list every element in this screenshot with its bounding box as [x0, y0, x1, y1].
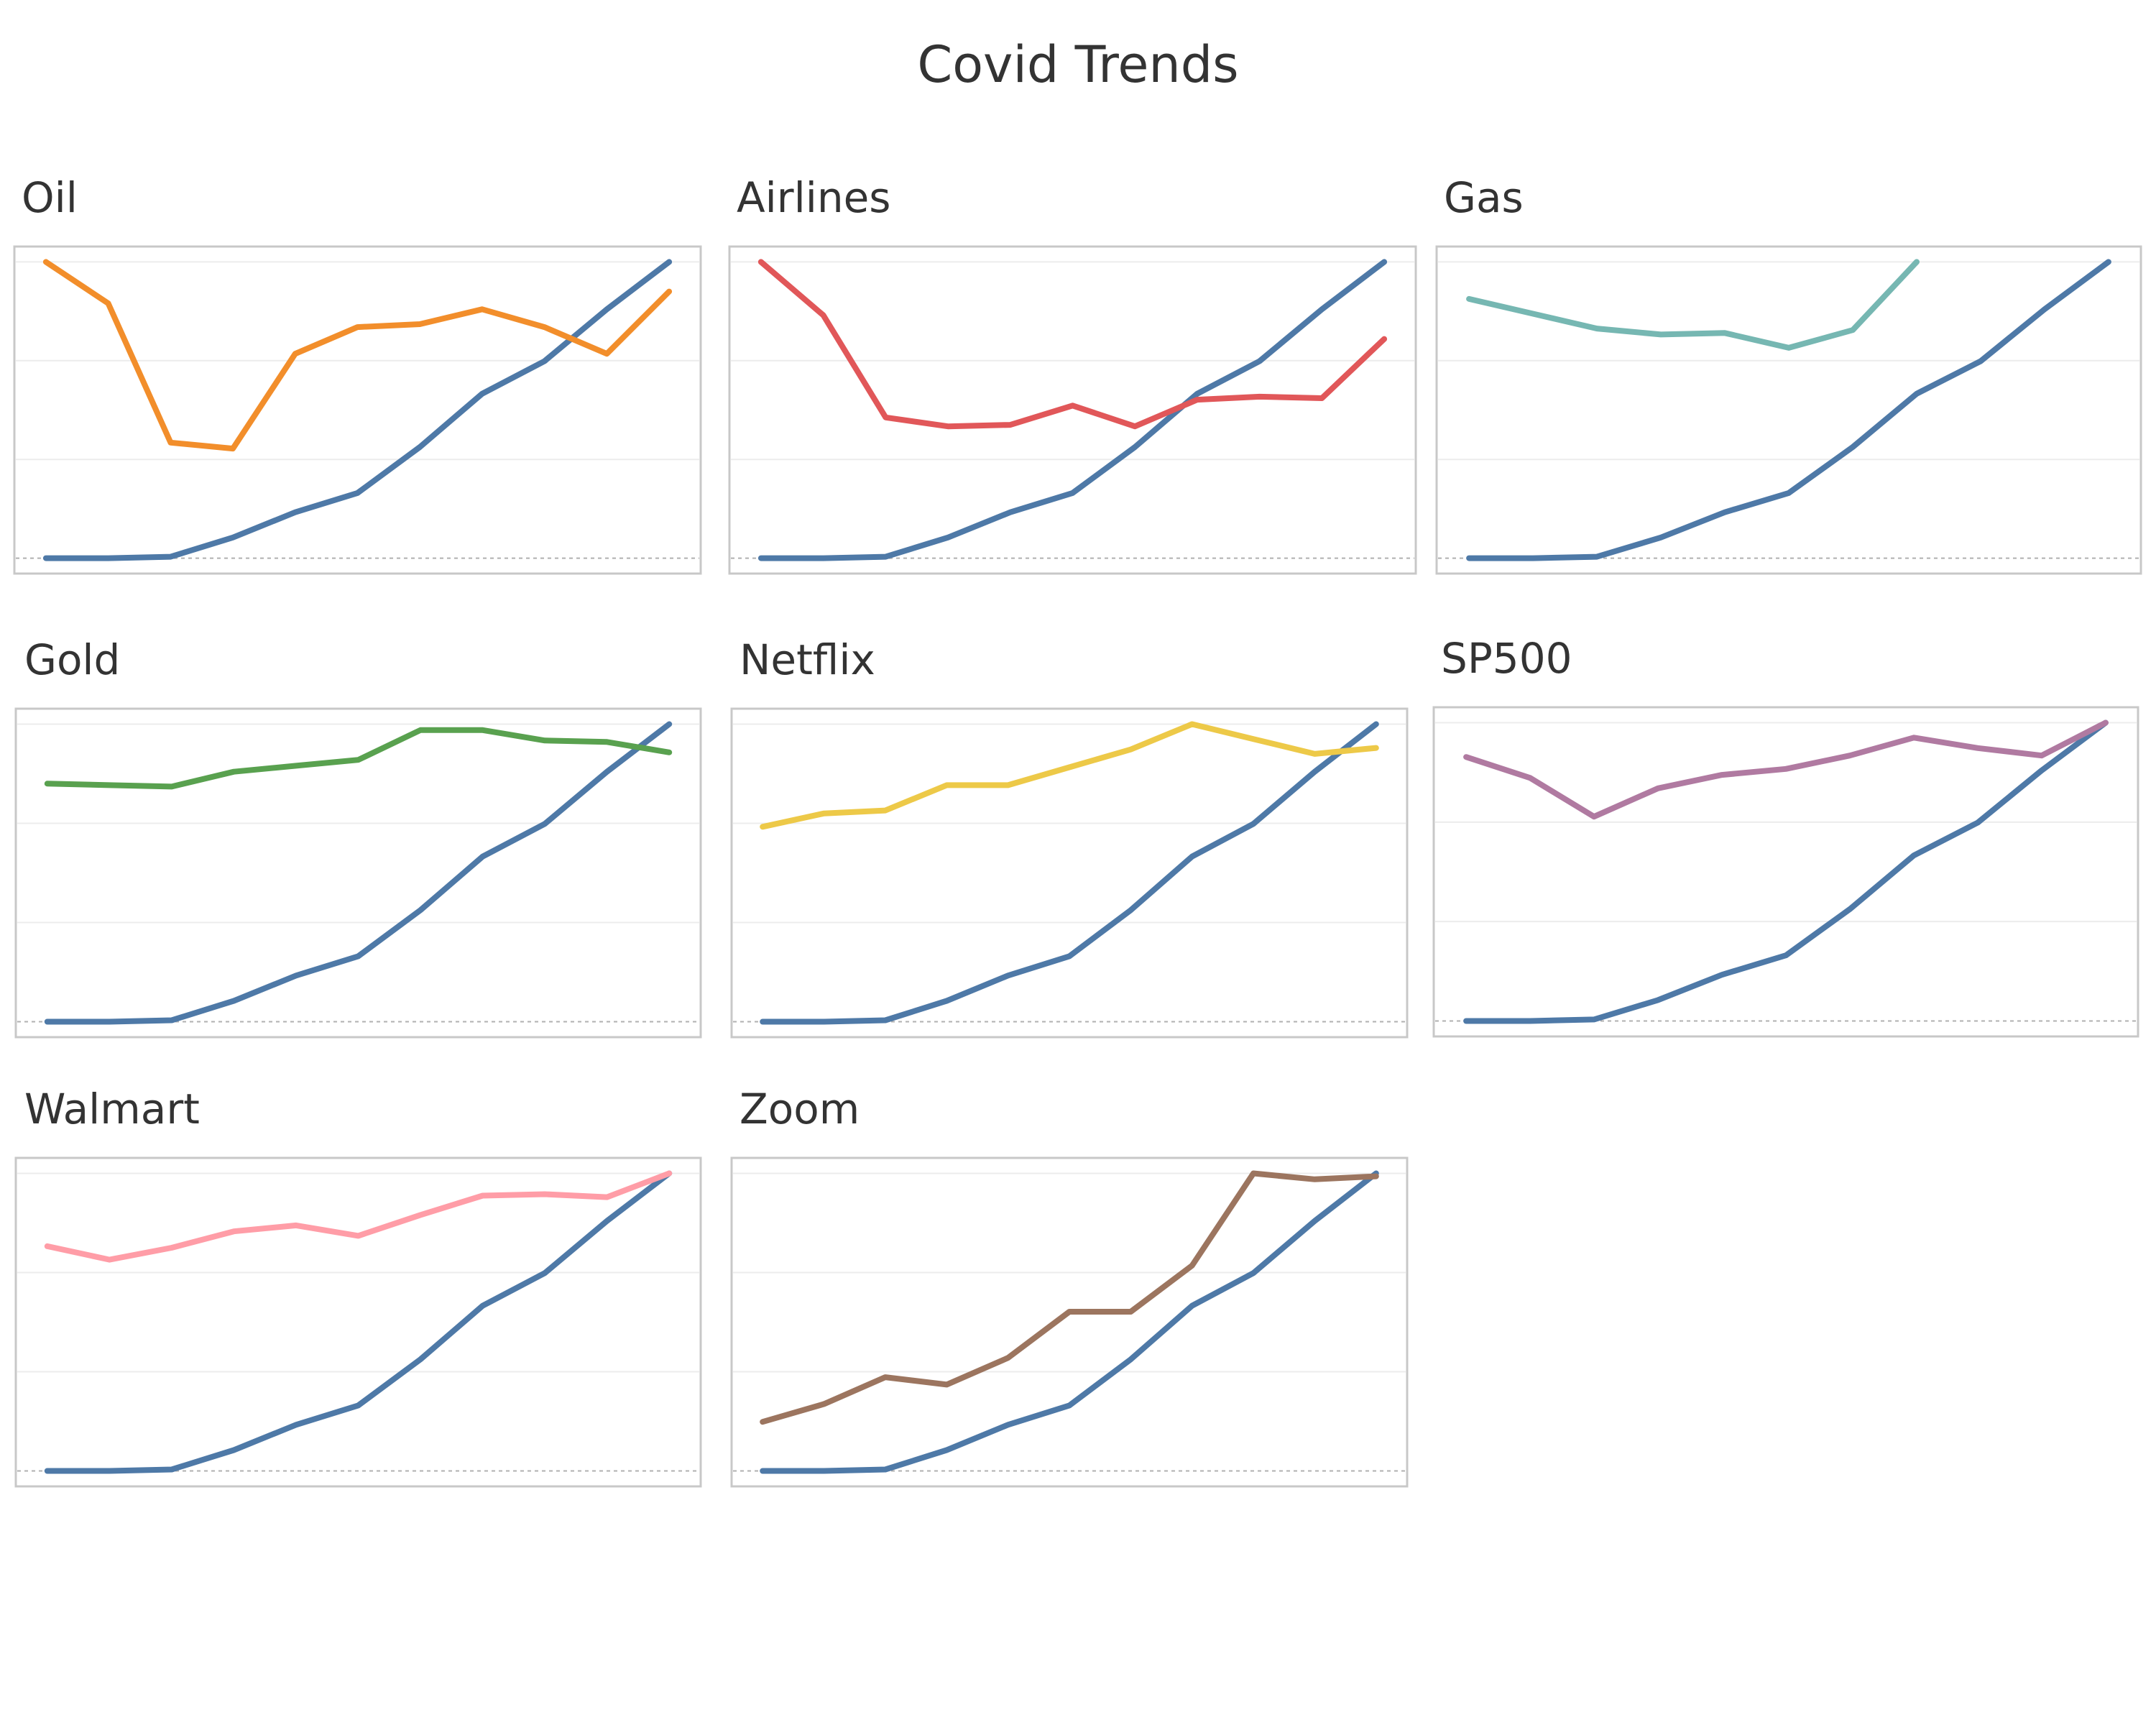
series-line-2 — [1466, 259, 1920, 351]
series-line-2 — [760, 721, 1379, 830]
chart-panel-sp500 — [1432, 706, 2139, 1038]
series-line-2 — [44, 727, 673, 790]
panel-title-gas: Gas — [1444, 173, 1524, 222]
series-line-1 — [760, 721, 1379, 1025]
series-line-2 — [760, 1170, 1379, 1425]
dashboard-title: Covid Trends — [917, 35, 1239, 94]
panel-title-oil: Oil — [22, 173, 78, 222]
panel-title-sp500: SP500 — [1441, 634, 1572, 683]
panel-title-walmart: Walmart — [24, 1085, 200, 1133]
series-line-1 — [44, 721, 673, 1025]
panel-title-airlines: Airlines — [737, 173, 891, 222]
series-line-1 — [44, 1170, 673, 1474]
chart-panel-oil — [13, 245, 702, 575]
chart-frame — [730, 1156, 1409, 1488]
series-line-1 — [757, 259, 1388, 561]
series-line-2 — [42, 259, 673, 452]
chart-panel-airlines — [728, 245, 1417, 575]
series-line-1 — [1463, 719, 2109, 1024]
series-line-2 — [44, 1170, 673, 1263]
panel-title-zoom: Zoom — [740, 1085, 860, 1133]
chart-frame — [14, 707, 702, 1039]
series-line-1 — [1466, 259, 2111, 561]
chart-panel-walmart — [14, 1156, 702, 1488]
series-line-2 — [1463, 719, 2109, 820]
panel-title-gold: Gold — [24, 635, 121, 684]
chart-panel-netflix — [730, 707, 1409, 1039]
panel-title-netflix: Netflix — [740, 635, 875, 684]
chart-frame — [13, 245, 702, 575]
series-line-1 — [42, 259, 673, 561]
series-line-2 — [757, 259, 1388, 430]
chart-frame — [728, 245, 1417, 575]
chart-frame — [14, 1156, 702, 1488]
chart-panel-gold — [14, 707, 702, 1039]
chart-panel-gas — [1435, 245, 2142, 575]
chart-panel-zoom — [730, 1156, 1409, 1488]
chart-frame — [1435, 245, 2142, 575]
series-line-1 — [760, 1170, 1379, 1474]
chart-frame — [730, 707, 1409, 1039]
chart-frame — [1432, 706, 2139, 1038]
